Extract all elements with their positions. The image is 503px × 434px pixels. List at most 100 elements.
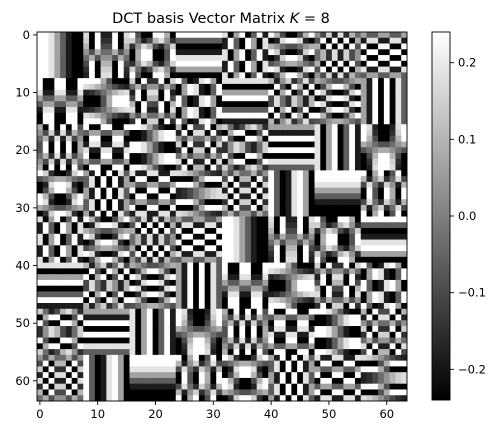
heatmap-cell [193,302,200,310]
heatmap-cell [164,366,171,373]
heatmap-cell [204,72,211,79]
heatmap-cell [401,343,408,350]
heatmap-cell [71,130,78,137]
heatmap-cell [343,302,350,310]
heatmap-cell [181,274,188,281]
heatmap-cell [54,343,61,350]
heatmap-cell [262,314,269,321]
heatmap-cell [181,176,188,183]
heatmap-cell [117,89,125,96]
heatmap-cell [141,302,148,310]
heatmap-cell [129,199,136,206]
heatmap-cell [106,37,113,44]
heatmap-cell [308,124,315,131]
heatmap-cell [308,32,315,39]
heatmap-cell [308,383,315,390]
heatmap-cell [71,233,78,240]
heatmap-cell [297,360,304,367]
heatmap-cell [308,60,315,67]
heatmap-cell [349,331,356,338]
heatmap-cell [314,372,321,379]
heatmap-cell [117,274,125,281]
heatmap-cell [256,372,263,379]
heatmap-cell [204,302,211,310]
heatmap-cell [77,118,84,125]
heatmap-cell [37,199,44,206]
heatmap-cell [169,245,177,252]
heatmap-cell [89,331,96,338]
heatmap-cell [378,239,385,246]
heatmap-cell [94,337,101,344]
heatmap-cell [308,181,315,189]
heatmap-cell [193,193,200,200]
heatmap-cell [117,337,125,344]
heatmap-cell [302,32,310,39]
heatmap-cell [117,268,125,275]
heatmap-cell [389,285,396,292]
heatmap-cell [141,291,148,298]
heatmap-cell [274,366,281,373]
heatmap-cell [198,372,206,379]
heatmap-cell [48,331,55,338]
heatmap-cell [77,199,84,206]
heatmap-cell [89,233,96,240]
heatmap-cell [60,251,67,258]
heatmap-cell [354,251,362,258]
heatmap-cell [187,176,194,183]
heatmap-cell [37,130,44,137]
heatmap-cell [360,83,367,91]
heatmap-cell [262,78,269,85]
heatmap-cell [302,204,310,212]
heatmap-cell [204,112,211,119]
heatmap-cell [89,158,96,165]
heatmap-cell [285,37,292,44]
heatmap-cell [141,297,148,304]
heatmap-cell [308,164,315,171]
heatmap-cell [245,72,252,79]
heatmap-cell [256,187,263,194]
heatmap-cell [349,239,356,246]
heatmap-cell [65,343,73,350]
heatmap-cell [100,354,107,361]
heatmap-cell [256,279,263,287]
heatmap-cell [65,32,73,39]
colorbar-tick-label: 0.2 [458,56,476,70]
heatmap-cell [65,222,73,229]
heatmap-cell [297,349,304,356]
heatmap-cell [308,279,315,287]
heatmap-cell [48,366,55,373]
heatmap-cell [233,343,240,350]
heatmap-cell [360,32,367,39]
heatmap-cell [42,279,49,287]
heatmap-cell [152,279,159,287]
heatmap-cell [389,291,396,298]
heatmap-cell [250,308,258,315]
heatmap-cell [77,89,84,96]
heatmap-cell [308,72,315,79]
heatmap-cell [239,262,246,269]
heatmap-cell [71,37,78,44]
heatmap-cell [233,314,240,321]
heatmap-cell [106,106,113,114]
heatmap-cell [279,89,286,96]
heatmap-cell [89,147,96,154]
heatmap-cell [401,153,408,160]
heatmap-cell [100,112,107,119]
heatmap-cell [77,291,84,298]
heatmap-cell [326,297,333,304]
heatmap-cell [112,124,119,131]
heatmap-cell [54,89,61,96]
heatmap-cell [343,199,350,206]
heatmap-cell [60,210,67,217]
heatmap-cell [54,141,61,148]
heatmap-cell [198,187,206,194]
heatmap-cell [320,158,327,165]
heatmap-cell [42,141,49,148]
heatmap-cell [395,233,402,240]
heatmap-cell [349,66,356,73]
heatmap-cell [112,147,119,154]
heatmap-cell [274,268,281,275]
heatmap-cell [210,337,217,344]
heatmap-cell [65,147,73,154]
heatmap-cell [401,106,408,114]
